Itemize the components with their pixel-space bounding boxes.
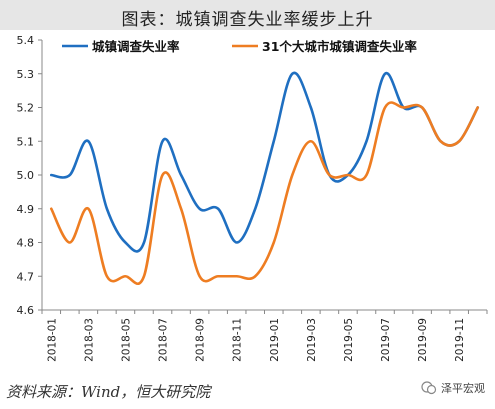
y-tick-label: 5.3 [17, 68, 35, 81]
y-tick-label: 4.7 [17, 270, 35, 283]
x-tick-label: 2018-05 [120, 318, 132, 362]
x-tick-label: 2019-05 [343, 318, 355, 362]
x-tick-label: 2018-09 [195, 318, 207, 362]
legend-label-2: 31个大城市城镇调查失业率 [262, 39, 417, 54]
x-tick-label: 2018-11 [232, 318, 244, 362]
title-bar [0, 0, 495, 30]
x-tick-label: 2019-07 [380, 318, 392, 362]
chart-title: 图表：城镇调查失业率缓步上升 [121, 10, 374, 30]
x-tick-label: 2019-11 [454, 318, 466, 362]
watermark-text: 泽平宏观 [441, 382, 485, 395]
unemployment-line-chart: 4.6 4.7 4.8 4.9 5.0 5.1 5.2 5.3 5.4 2018-01 2018-0… [17, 34, 488, 362]
legend-label-1: 城镇调查失业率 [92, 39, 180, 54]
x-tick-label: 2018-03 [83, 318, 95, 362]
series-line-2 [49, 101, 480, 285]
y-tick-label: 5.2 [17, 102, 35, 115]
x-tick-label: 2019-01 [269, 318, 281, 362]
x-tick-label: 2018-07 [158, 318, 170, 362]
x-tick-label: 2019-09 [417, 318, 429, 362]
series-line-1 [49, 71, 480, 253]
wechat-icon [421, 381, 437, 395]
x-tick-label: 2018-01 [46, 318, 58, 362]
y-tick-label: 4.8 [17, 237, 35, 250]
y-tick-label: 5.1 [17, 135, 35, 148]
watermark: 泽平宏观 [421, 380, 485, 396]
y-tick-label: 4.6 [17, 304, 35, 317]
source-note: 资料来源：Wind，恒大研究院 [6, 383, 211, 401]
x-tick-label: 2019-03 [306, 318, 318, 362]
y-tick-label: 4.9 [17, 203, 35, 216]
y-tick-label: 5.4 [17, 34, 35, 47]
y-tick-label: 5.0 [17, 169, 35, 182]
